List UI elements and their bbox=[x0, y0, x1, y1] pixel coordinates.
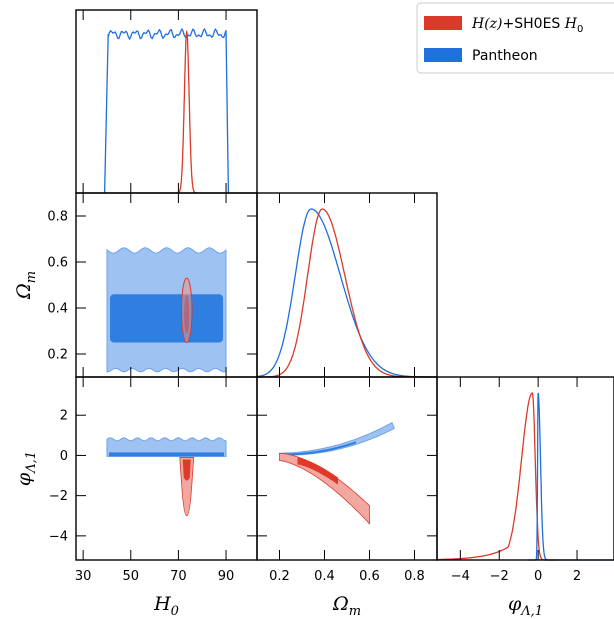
xtick-label-phi-3: 2 bbox=[573, 569, 581, 584]
svg-text:Ωm: Ωm bbox=[13, 271, 39, 300]
ytick-label-Om-2: 0.6 bbox=[47, 256, 68, 271]
xtick-label-Om-0: 0.2 bbox=[269, 569, 290, 584]
hz-Om-marginal bbox=[257, 208, 436, 378]
ytick-label-Om-1: 0.4 bbox=[47, 302, 68, 317]
hz-H0-phi-1sigma bbox=[182, 459, 191, 481]
xtick-label-H0-1: 50 bbox=[123, 569, 140, 584]
pantheon-H0-phi-2sigma bbox=[106, 437, 227, 457]
xtick-label-H0-0: 30 bbox=[75, 569, 92, 584]
legend-label-hz: H(z)+SH0ES H0 bbox=[471, 16, 583, 35]
xlabel-phi: φΛ,1 bbox=[508, 593, 543, 619]
svg-text:φΛ,1: φΛ,1 bbox=[13, 451, 39, 486]
legend-label-pantheon: Pantheon bbox=[472, 48, 538, 64]
pantheon-Om-phi-1sigma bbox=[284, 441, 356, 456]
xlabel-Om: Ωm bbox=[332, 593, 361, 619]
xtick-label-Om-3: 0.8 bbox=[404, 569, 425, 584]
axes-layer: 30 50 70 90 0.2 0.4 0.6 0.8 −4 −2 0 2 0.2 0.4 0.6 0.8 2 0… bbox=[13, 9, 614, 619]
hz-H0-Om-2sigma bbox=[181, 277, 193, 343]
ytick-label-phi-2: −2 bbox=[49, 489, 68, 504]
xtick-label-phi-1: −2 bbox=[490, 569, 509, 584]
xtick-label-H0-3: 90 bbox=[218, 569, 235, 584]
panel-frame-2-0 bbox=[75, 376, 258, 561]
pantheon-Om-marginal bbox=[256, 208, 436, 378]
hz-Om-phi-2sigma bbox=[279, 452, 370, 525]
legend-swatch-hz bbox=[424, 16, 462, 30]
xtick-label-phi-2: 0 bbox=[534, 569, 542, 584]
xlabel-H0: H0 bbox=[153, 593, 179, 619]
pantheon-H0-marginal bbox=[103, 27, 230, 194]
legend-box bbox=[416, 2, 614, 74]
hz-H0-phi-2sigma bbox=[179, 457, 195, 517]
hz-H0-Om-1sigma bbox=[184, 294, 190, 334]
hz-Om-phi-1sigma bbox=[297, 457, 338, 485]
contour-layer bbox=[106, 247, 395, 525]
panel-frame-2-2 bbox=[436, 376, 614, 561]
pantheon-H0-Om-1sigma bbox=[109, 294, 224, 343]
xtick-label-phi-0: −4 bbox=[451, 569, 470, 584]
ytick-label-Om-0: 0.2 bbox=[47, 348, 68, 363]
panel-frame-0-0 bbox=[75, 9, 258, 194]
xtick-label-Om-2: 0.6 bbox=[359, 569, 380, 584]
legend-swatch-pantheon bbox=[424, 48, 462, 62]
panel-frame-2-1 bbox=[256, 376, 438, 561]
svg-text:H0: H0 bbox=[153, 593, 179, 619]
pantheon-H0-phi-1sigma bbox=[108, 452, 225, 457]
ytick-label-phi-0: 2 bbox=[60, 409, 68, 424]
hz-H0-marginal bbox=[176, 29, 198, 194]
svg-text:Ωm: Ωm bbox=[332, 593, 361, 619]
ytick-label-phi-1: 0 bbox=[60, 449, 68, 464]
ylabel-Om: Ωm bbox=[13, 271, 39, 300]
ytick-label-Om-3: 0.8 bbox=[47, 210, 68, 225]
svg-text:φΛ,1: φΛ,1 bbox=[508, 593, 543, 619]
xtick-label-H0-2: 70 bbox=[170, 569, 187, 584]
pantheon-Om-phi-2sigma bbox=[278, 421, 395, 456]
legend: H(z)+SH0ES H0 Pantheon bbox=[416, 2, 614, 74]
xtick-label-Om-1: 0.4 bbox=[314, 569, 335, 584]
ylabel-phi: φΛ,1 bbox=[13, 451, 39, 486]
pantheon-phi-marginal bbox=[528, 392, 614, 561]
ytick-label-phi-3: −4 bbox=[49, 529, 68, 544]
